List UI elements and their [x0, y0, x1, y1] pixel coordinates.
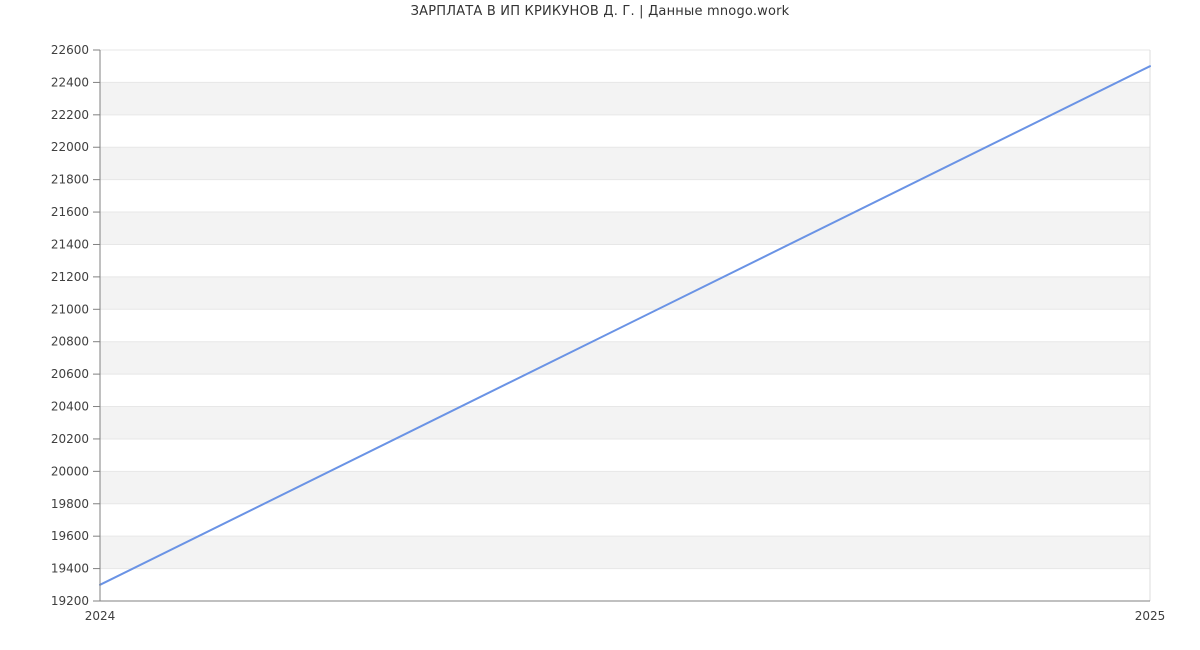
grid-band	[100, 341, 1150, 375]
y-tick-label: 19600	[51, 529, 89, 543]
y-tick-label: 22400	[51, 75, 89, 89]
y-tick-label: 21400	[51, 237, 89, 251]
y-tick-label: 20600	[51, 367, 89, 381]
y-tick-label: 22600	[51, 43, 89, 57]
y-tick-label: 19200	[51, 594, 89, 608]
y-tick-label: 20400	[51, 400, 89, 414]
x-tick-label: 2025	[1135, 609, 1166, 623]
y-tick-label: 20800	[51, 335, 89, 349]
series-line	[99, 65, 1151, 586]
grid-band	[100, 147, 1150, 180]
y-tick-label: 19800	[51, 497, 89, 511]
y-tick-label: 21600	[51, 205, 89, 219]
y-tick-label: 20200	[51, 432, 89, 446]
chart-title: ЗАРПЛАТА В ИП КРИКУНОВ Д. Г. | Данные mn…	[410, 4, 790, 19]
y-tick-label: 19400	[51, 562, 89, 576]
x-tick-label: 2024	[85, 609, 116, 623]
y-tick-label: 21800	[51, 173, 89, 187]
grid-band	[100, 536, 1150, 569]
grid-band	[100, 406, 1150, 439]
y-tick-label: 21200	[51, 270, 89, 284]
y-tick-label: 22000	[51, 140, 89, 154]
grid-band	[100, 212, 1150, 245]
y-tick-label: 20000	[51, 464, 89, 478]
grid-band	[100, 276, 1150, 310]
y-tick-label: 21000	[51, 302, 89, 316]
grid-band	[100, 471, 1150, 504]
y-tick-label: 22200	[51, 108, 89, 122]
grid-band	[100, 82, 1150, 115]
